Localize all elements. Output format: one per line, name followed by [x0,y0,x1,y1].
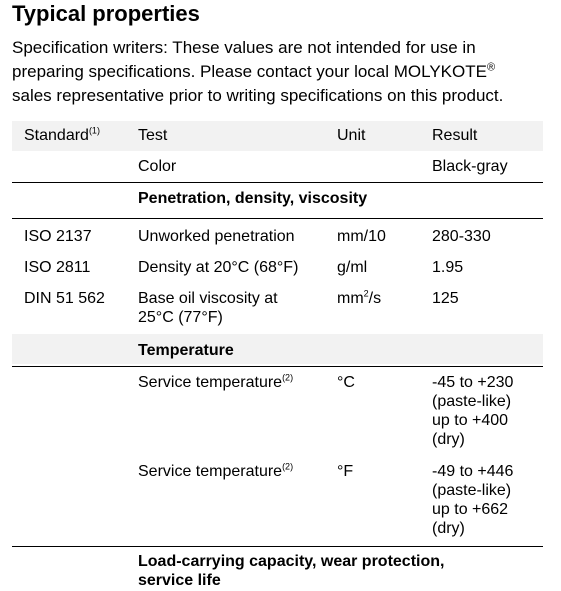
cell-unit: °C [337,374,355,391]
cell-unit: °F [337,463,354,480]
cell-standard: ISO 2811 [24,259,91,276]
table-row: Color Black-gray [12,157,543,179]
section-heading-text: Temperature [138,342,234,359]
header-result: Result [432,127,478,144]
section-heading-text: Load-carrying capacity, wear protection,… [138,552,444,590]
row-divider [12,182,543,183]
cell-result-line-2: (paste-like) [432,393,512,410]
cell-test-text: Service temperature [138,463,283,480]
intro-line-2-text: preparing specifications. Please contact… [12,62,487,81]
cell-test: Unworked penetration [138,228,295,245]
cell-standard: ISO 2137 [24,228,92,245]
section-heading-line-2: service life [138,572,221,589]
row-divider [12,546,543,547]
cell-unit-exponent: 2 [363,288,369,299]
header-unit: Unit [337,127,366,144]
cell-result-line-3: up to +400 [432,412,509,429]
section-heading-penetration: Penetration, density, viscosity [12,189,543,211]
header-standard-note: (1) [88,125,100,136]
cell-unit: g/ml [337,259,368,276]
cell-result: 1.95 [432,259,464,276]
section-heading-line-1: Load-carrying capacity, wear protection, [138,553,445,570]
cell-result-line-1: -45 to +230 [432,374,514,391]
cell-test: Density at 20°C (68°F) [138,259,299,276]
cell-result-line-3: up to +662 [432,501,509,518]
section-band [12,334,543,364]
color-test: Color [138,158,177,175]
cell-test: Service temperature(2) [138,462,293,481]
cell-test-line-2: 25°C (77°F) [138,309,223,326]
cell-test: Service temperature(2) [138,373,293,392]
cell-result: 280-330 [432,228,491,245]
cell-result-line-2: (paste-like) [432,482,512,499]
section-heading-load: Load-carrying capacity, wear protection,… [12,552,543,590]
row-divider [12,366,543,367]
cell-result-line-4: (dry) [432,431,465,448]
table-row: DIN 51 562 Base oil viscosity at 25°C (7… [12,289,543,331]
cell-result: -49 to +446 (paste-like) up to +662 (dry… [432,462,513,538]
cell-test-line-1: Base oil viscosity at [138,290,278,307]
cell-unit: mm2/s [337,289,381,308]
intro-line-2: preparing specifications. Please contact… [12,60,560,84]
cell-test-note: (2) [282,461,294,472]
color-result: Black-gray [432,158,508,175]
table-header-row: Standard(1) Test Unit Result [12,121,543,151]
cell-result-line-4: (dry) [432,520,465,537]
table-row: Service temperature(2) °C -45 to +230 (p… [12,373,543,455]
header-test: Test [138,127,168,144]
cell-unit-base: mm [337,290,364,307]
cell-result: 125 [432,290,459,307]
row-divider [12,218,543,219]
table-row: ISO 2811 Density at 20°C (68°F) g/ml 1.9… [12,258,543,280]
table-row: ISO 2137 Unworked penetration mm/10 280-… [12,227,543,249]
cell-test-text: Service temperature [138,374,283,391]
cell-test: Base oil viscosity at 25°C (77°F) [138,289,278,327]
page-title: Typical properties [12,1,200,26]
intro-line-1: Specification writers: These values are … [12,38,476,57]
header-standard-label: Standard [24,127,89,144]
cell-standard: DIN 51 562 [24,290,105,307]
registered-mark: ® [486,61,496,74]
cell-test-note: (2) [282,372,294,383]
header-standard: Standard(1) [24,126,100,145]
section-heading-temperature: Temperature [12,341,543,363]
section-heading-text: Penetration, density, viscosity [138,190,368,207]
cell-unit: mm/10 [337,228,386,245]
cell-result: -45 to +230 (paste-like) up to +400 (dry… [432,373,513,449]
intro-paragraph: Specification writers: These values are … [12,36,560,108]
cell-result-line-1: -49 to +446 [432,463,514,480]
intro-line-3: sales representative prior to writing sp… [12,86,504,105]
cell-unit-tail: /s [368,290,382,307]
table-row: Service temperature(2) °F -49 to +446 (p… [12,462,543,544]
